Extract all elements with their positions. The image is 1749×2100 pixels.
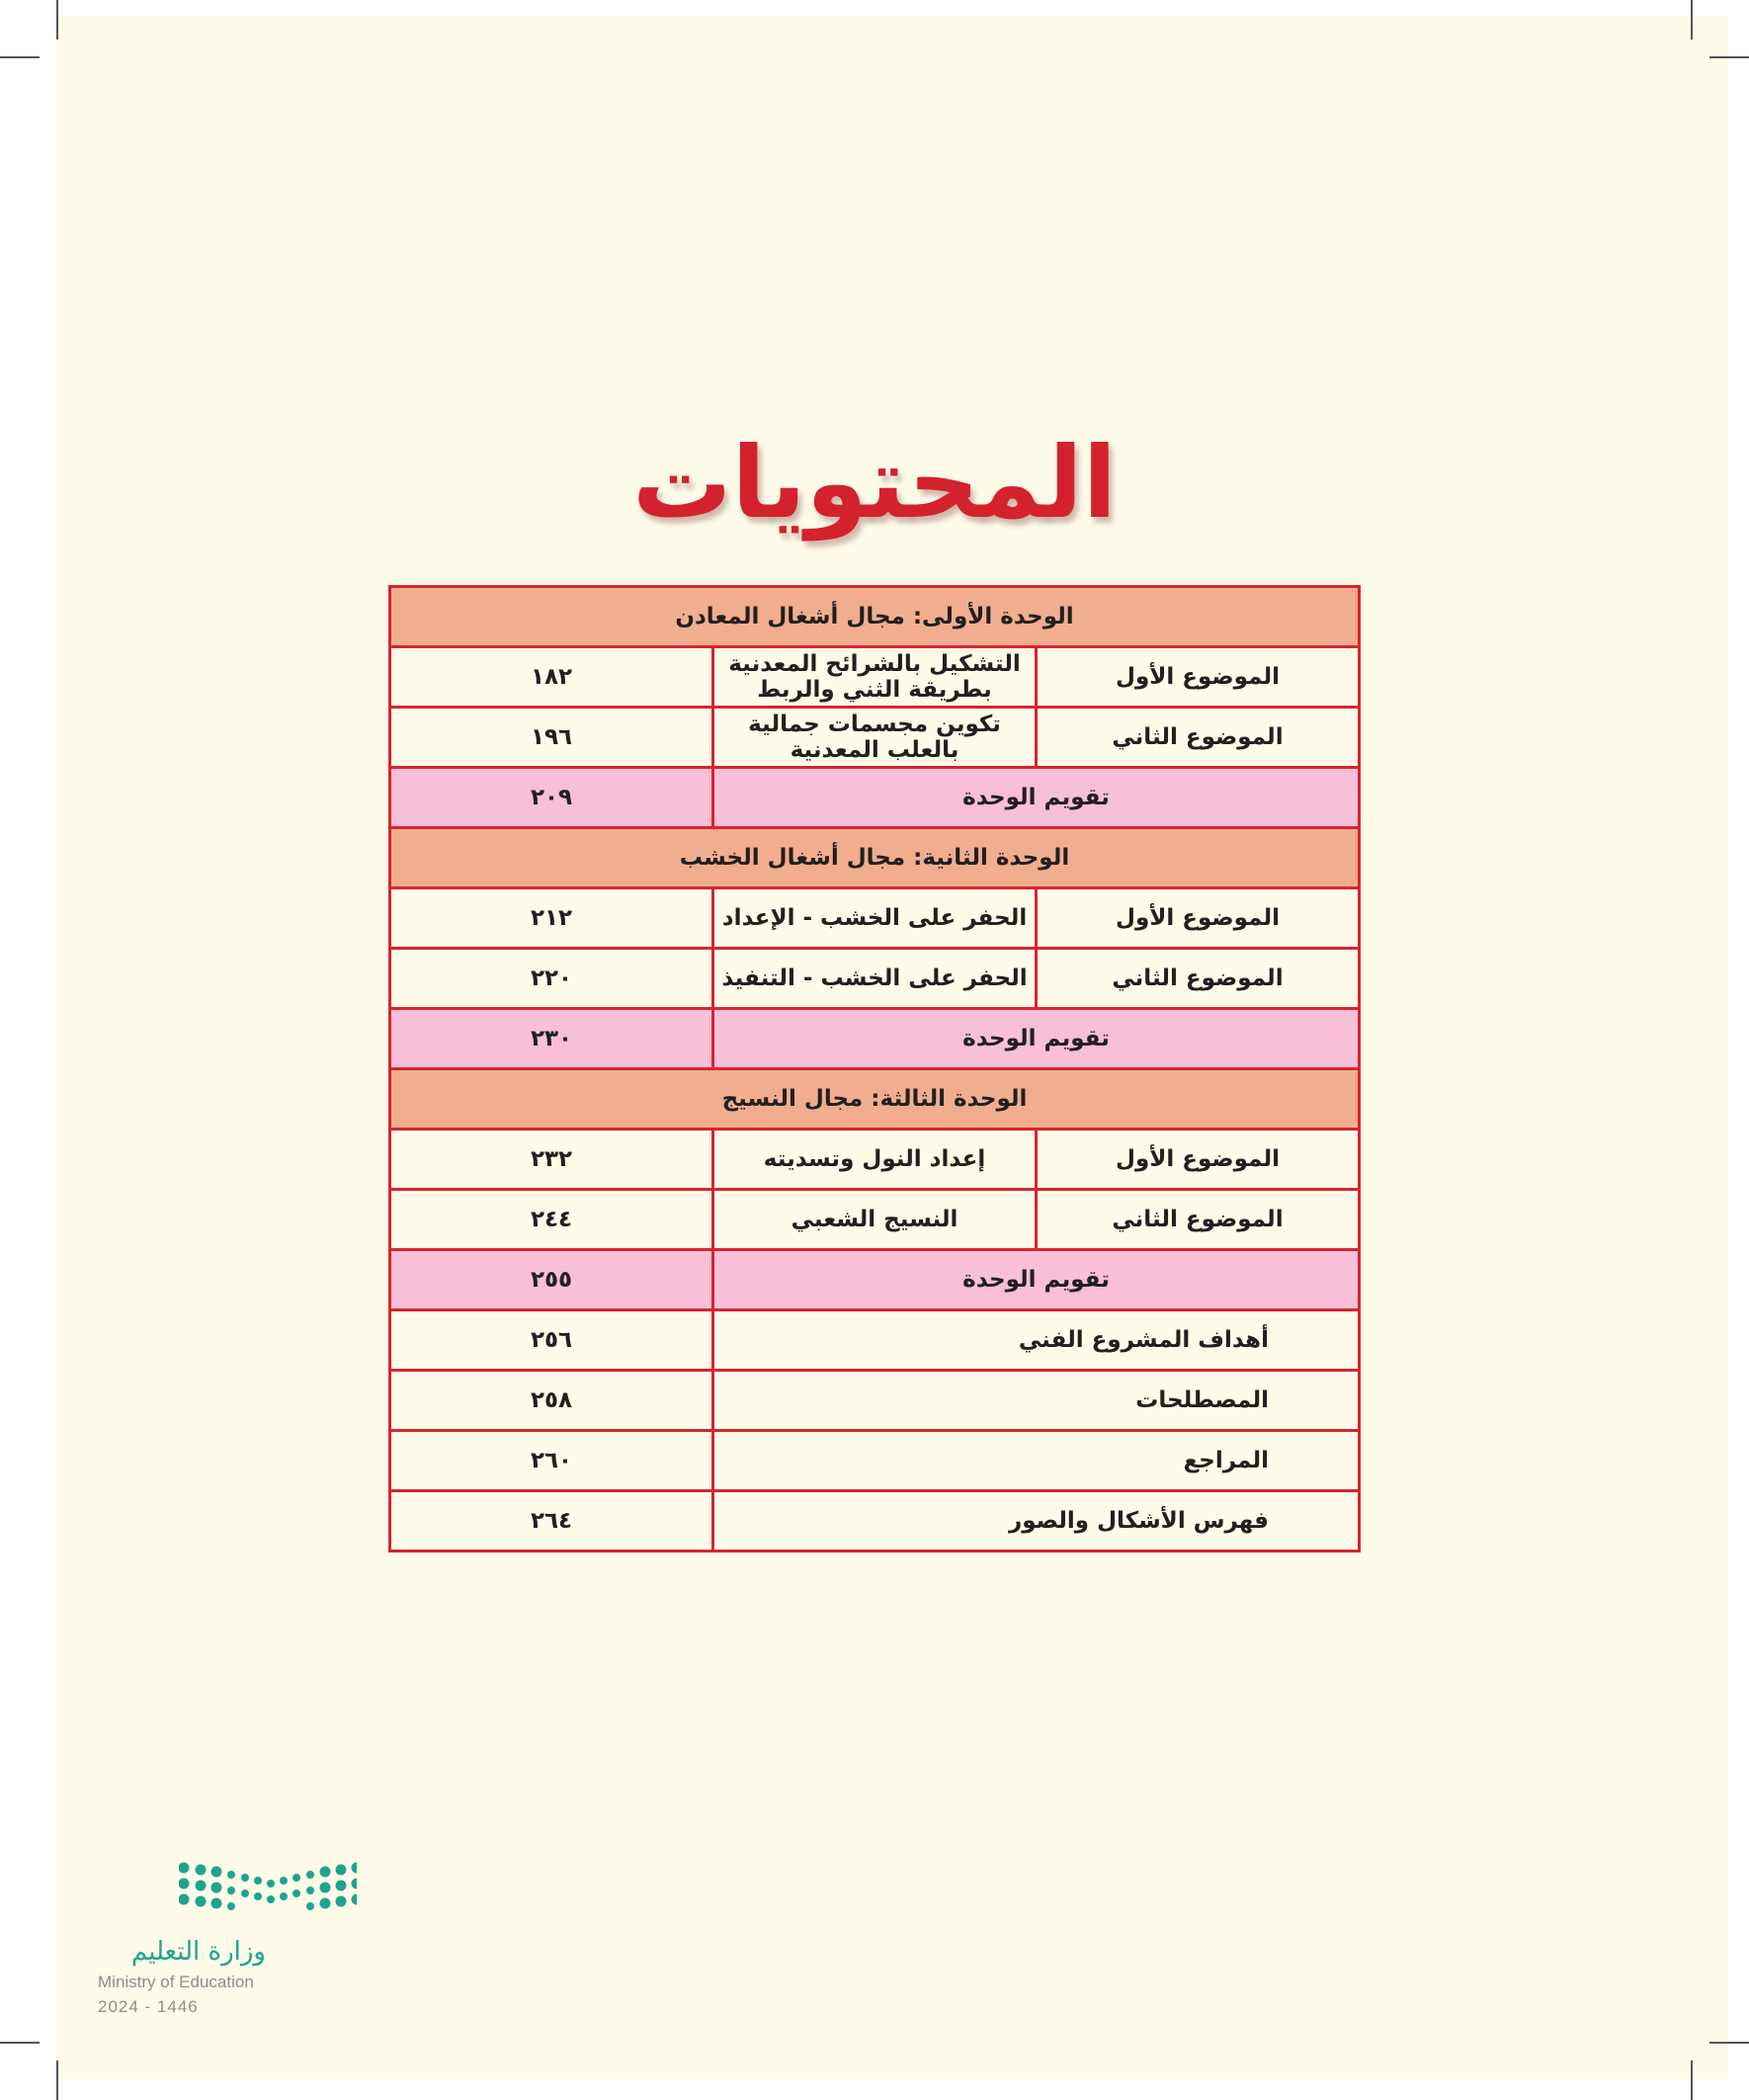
topic-title: التشكيل بالشرائح المعدنية بطريقة الثني و… (711, 645, 1038, 709)
page-number: ٢٦٤ (388, 1489, 714, 1553)
unit-heading: الوحدة الثالثة: مجال النسيج (388, 1067, 1361, 1131)
page-title: المحتويات (631, 425, 1118, 541)
page-number: ٢٣٢ (388, 1128, 714, 1191)
crop-mark (1691, 2060, 1693, 2100)
table-row-topic: الموضوع الثاني الحفر على الخشب - التنفيذ ٢… (388, 947, 1361, 1010)
table-row-eval: تقويم الوحدة ٢٠٩ (388, 766, 1361, 829)
page-number: ٢٣٠ (388, 1007, 714, 1070)
page-number: ٢٠٩ (388, 766, 714, 829)
page-number: ٢٥٦ (388, 1308, 714, 1372)
topic-title: الحفر على الخشب - الإعداد (711, 886, 1038, 950)
logo-year: 2024 - 1446 (98, 1997, 199, 2016)
unit-evaluation: تقويم الوحدة (711, 1248, 1361, 1311)
table-row-unit: الوحدة الأولى: مجال أشغال المعادن (388, 585, 1361, 648)
page-number: ٢١٢ (388, 886, 714, 950)
crop-mark (0, 56, 40, 58)
table-row-other: المراجع ٢٦٠ (388, 1429, 1361, 1492)
section-title: المراجع (711, 1429, 1361, 1492)
table-row-topic: الموضوع الأول إعداد النول وتسديته ٢٣٢ (388, 1128, 1361, 1191)
section-title: المصطلحات (711, 1369, 1361, 1432)
table-row-other: المصطلحات ٢٥٨ (388, 1369, 1361, 1432)
unit-heading: الوحدة الثانية: مجال أشغال الخشب (388, 826, 1361, 889)
table-row-eval: تقويم الوحدة ٢٥٥ (388, 1248, 1361, 1311)
table-row-eval: تقويم الوحدة ٢٣٠ (388, 1007, 1361, 1070)
unit-heading: الوحدة الأولى: مجال أشغال المعادن (388, 585, 1361, 648)
page-number: ١٩٦ (388, 706, 714, 769)
topic-title: الحفر على الخشب - التنفيذ (711, 947, 1038, 1010)
table-row-other: أهداف المشروع الفني ٢٥٦ (388, 1308, 1361, 1372)
page-number: ١٨٢ (388, 645, 714, 709)
page-number: ٢٢٠ (388, 947, 714, 1010)
page-number: ٢٤٤ (388, 1188, 714, 1251)
logo-dots-icon (179, 1862, 357, 1910)
table-row-topic: الموضوع الأول الحفر على الخشب - الإعداد ٢١… (388, 886, 1361, 950)
topic-label: الموضوع الأول (1035, 645, 1361, 709)
table-row-topic: الموضوع الثاني النسيج الشعبي ٢٤٤ (388, 1188, 1361, 1251)
section-title: فهرس الأشكال والصور (711, 1489, 1361, 1553)
crop-mark (1691, 0, 1693, 40)
table-row-topic: الموضوع الأول التشكيل بالشرائح المعدنية ب… (388, 645, 1361, 709)
contents-table: الوحدة الأولى: مجال أشغال المعادن الموضوع… (388, 585, 1361, 1553)
crop-mark (1709, 2042, 1749, 2044)
topic-label: الموضوع الثاني (1035, 947, 1361, 1010)
topic-label: الموضوع الثاني (1035, 1188, 1361, 1251)
page-number: ٢٥٥ (388, 1248, 714, 1311)
crop-mark (56, 0, 58, 40)
crop-mark (56, 2060, 58, 2100)
table-row-topic: الموضوع الثاني تكوين مجسمات جمالية بالعلب… (388, 706, 1361, 769)
page-number: ٢٦٠ (388, 1429, 714, 1492)
crop-mark (1709, 56, 1749, 58)
logo-english: Ministry of Education (98, 1973, 254, 1991)
logo-arabic: وزارة التعليم (130, 1937, 266, 1967)
page-number: ٢٥٨ (388, 1369, 714, 1432)
topic-label: الموضوع الثاني (1035, 706, 1361, 769)
ministry-logo: وزارة التعليم Ministry of Education 2024… (98, 1862, 357, 2020)
topic-label: الموضوع الأول (1035, 1128, 1361, 1191)
section-title: أهداف المشروع الفني (711, 1308, 1361, 1372)
table-row-other: فهرس الأشكال والصور ٢٦٤ (388, 1489, 1361, 1553)
crop-mark (0, 2042, 40, 2044)
table-row-unit: الوحدة الثالثة: مجال النسيج (388, 1067, 1361, 1131)
topic-title: إعداد النول وتسديته (711, 1128, 1038, 1191)
unit-evaluation: تقويم الوحدة (711, 1007, 1361, 1070)
table-row-unit: الوحدة الثانية: مجال أشغال الخشب (388, 826, 1361, 889)
unit-evaluation: تقويم الوحدة (711, 766, 1361, 829)
topic-title: تكوين مجسمات جمالية بالعلب المعدنية (711, 706, 1038, 769)
topic-label: الموضوع الأول (1035, 886, 1361, 950)
topic-title: النسيج الشعبي (711, 1188, 1038, 1251)
